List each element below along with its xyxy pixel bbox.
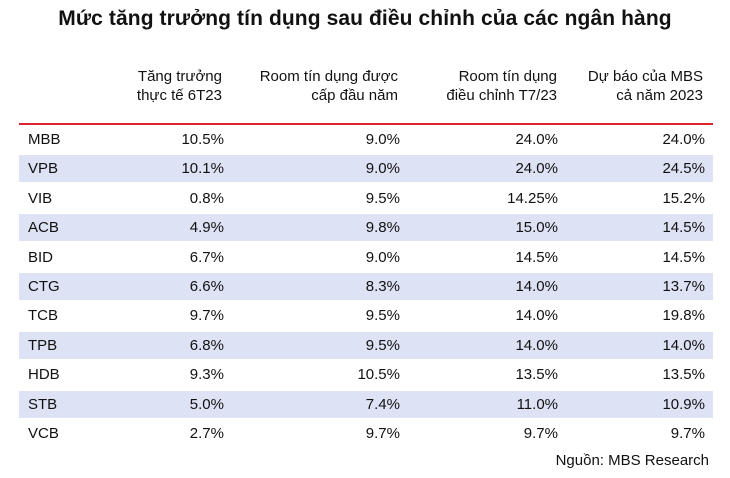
- bank-code: ACB: [28, 219, 59, 237]
- cell-initial-room: 9.0%: [365, 131, 400, 148]
- table-row: BID 6.7% 9.0% 14.5% 14.5%: [19, 244, 713, 271]
- cell-mbs-forecast: 14.0%: [662, 336, 705, 354]
- cell-actual-growth: 0.8%: [189, 189, 224, 207]
- bank-code: CTG: [28, 278, 60, 295]
- cell-actual-growth: 6.6%: [189, 278, 224, 295]
- bank-code: VIB: [28, 189, 53, 207]
- column-header-adjusted-room: Room tín dụng điều chỉnh T7/23: [446, 67, 557, 105]
- cell-initial-room: 9.0%: [365, 160, 400, 178]
- cell-actual-growth: 6.8%: [189, 336, 224, 354]
- table-row: VPB 10.1% 9.0% 24.0% 24.5%: [19, 155, 713, 183]
- cell-adjusted-room: 24.0%: [515, 160, 558, 178]
- bank-code: MBB: [28, 131, 61, 148]
- table-row: VIB 0.8% 9.5% 14.25% 15.2%: [19, 185, 713, 212]
- cell-mbs-forecast: 19.8%: [662, 307, 705, 325]
- table-row: TPB 6.8% 9.5% 14.0% 14.0%: [19, 331, 713, 359]
- cell-adjusted-room: 24.0%: [515, 131, 558, 148]
- cell-adjusted-room: 14.25%: [507, 189, 558, 207]
- cell-initial-room: 8.3%: [365, 278, 400, 295]
- cell-actual-growth: 2.7%: [189, 425, 224, 442]
- table-row: STB 5.0% 7.4% 11.0% 10.9%: [19, 390, 713, 418]
- cell-initial-room: 9.5%: [365, 307, 400, 325]
- cell-adjusted-room: 9.7%: [523, 425, 558, 442]
- cell-mbs-forecast: 13.5%: [662, 366, 705, 384]
- cell-actual-growth: 10.1%: [181, 160, 224, 178]
- cell-actual-growth: 9.7%: [189, 307, 224, 325]
- cell-adjusted-room: 14.0%: [515, 278, 558, 295]
- cell-initial-room: 10.5%: [357, 366, 400, 384]
- cell-mbs-forecast: 14.5%: [662, 248, 705, 266]
- column-header-line: Tăng trưởng: [137, 68, 222, 85]
- table-row: ACB 4.9% 9.8% 15.0% 14.5%: [19, 214, 713, 242]
- table-row: VCB 2.7% 9.7% 9.7% 9.7%: [19, 420, 713, 447]
- cell-initial-room: 9.8%: [365, 219, 400, 237]
- cell-mbs-forecast: 9.7%: [670, 425, 705, 442]
- cell-initial-room: 7.4%: [365, 395, 400, 413]
- cell-adjusted-room: 11.0%: [516, 395, 558, 413]
- bank-code: BID: [28, 248, 54, 266]
- cell-adjusted-room: 14.5%: [515, 248, 558, 266]
- column-header-line: điều chỉnh T7/23: [446, 87, 557, 104]
- bank-code: VPB: [28, 160, 59, 178]
- column-header-initial-room: Room tín dụng được cấp đầu năm: [260, 67, 398, 105]
- table-row: CTG 6.6% 8.3% 14.0% 13.7%: [19, 273, 713, 300]
- cell-mbs-forecast: 24.5%: [662, 160, 705, 178]
- column-header-mbs-forecast: Dự báo của MBS cả năm 2023: [588, 67, 703, 105]
- cell-initial-room: 9.5%: [365, 336, 400, 354]
- table-row: TCB 9.7% 9.5% 14.0% 19.8%: [19, 302, 713, 329]
- cell-mbs-forecast: 15.2%: [662, 189, 705, 207]
- cell-initial-room: 9.0%: [365, 248, 400, 266]
- cell-mbs-forecast: 24.0%: [662, 131, 705, 148]
- cell-actual-growth: 4.9%: [189, 219, 224, 237]
- cell-adjusted-room: 13.5%: [515, 366, 558, 384]
- column-header-line: Room tín dụng được: [259, 68, 398, 85]
- cell-actual-growth: 5.0%: [189, 395, 224, 413]
- cell-initial-room: 9.7%: [365, 425, 400, 442]
- cell-mbs-forecast: 10.9%: [662, 395, 705, 413]
- bank-code: STB: [28, 395, 58, 413]
- column-header-line: Dự báo của MBS: [587, 68, 703, 85]
- table-row: MBB 10.5% 9.0% 24.0% 24.0%: [19, 126, 713, 153]
- table-row: HDB 9.3% 10.5% 13.5% 13.5%: [19, 361, 713, 388]
- column-header-actual-growth: Tăng trưởng thực tế 6T23: [137, 67, 222, 105]
- column-header-line: Room tín dụng: [458, 68, 557, 85]
- column-header-line: cả năm 2023: [616, 87, 703, 104]
- table-title: Mức tăng trưởng tín dụng sau điều chỉnh …: [58, 7, 672, 30]
- cell-mbs-forecast: 13.7%: [662, 278, 705, 295]
- bank-code: TPB: [28, 336, 58, 354]
- bank-code: VCB: [28, 425, 59, 442]
- column-header-line: cấp đầu năm: [311, 87, 398, 104]
- column-header-line: thực tế 6T23: [136, 87, 222, 104]
- cell-adjusted-room: 14.0%: [515, 336, 558, 354]
- cell-mbs-forecast: 14.5%: [662, 219, 705, 237]
- source-note: Nguồn: MBS Research: [555, 452, 709, 469]
- cell-adjusted-room: 15.0%: [515, 219, 558, 237]
- cell-actual-growth: 10.5%: [181, 131, 224, 148]
- cell-actual-growth: 6.7%: [189, 248, 224, 266]
- cell-adjusted-room: 14.0%: [515, 307, 558, 325]
- bank-code: HDB: [28, 366, 60, 384]
- header-divider: [19, 123, 713, 125]
- cell-initial-room: 9.5%: [365, 189, 400, 207]
- bank-code: TCB: [28, 307, 58, 325]
- cell-actual-growth: 9.3%: [189, 366, 224, 384]
